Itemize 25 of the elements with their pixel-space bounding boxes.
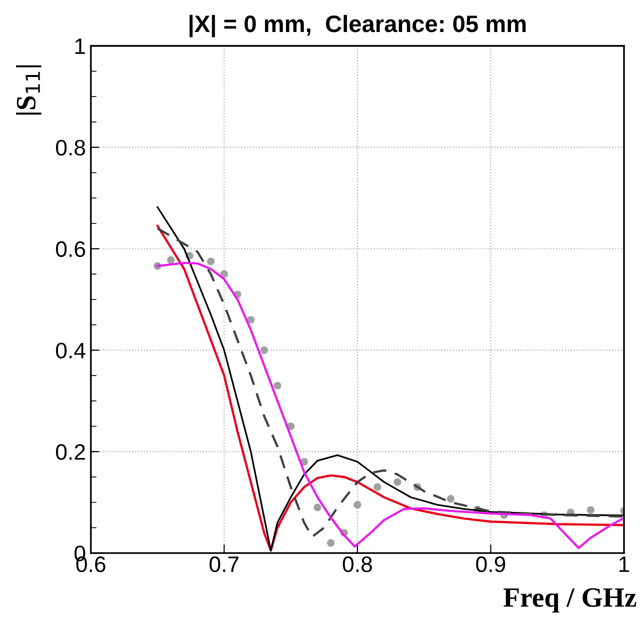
y-tick-label: 0.4 <box>56 342 86 358</box>
point <box>354 501 362 509</box>
point <box>207 258 215 266</box>
point <box>167 256 175 264</box>
y-axis-title: |S$_{11}$| <box>16 65 42 115</box>
x-tick-label: 0.8 <box>342 556 372 572</box>
x-tick-label: 0.7 <box>210 556 238 572</box>
chart-title: |X| = 0 mm, Clearance: 05 mm <box>190 14 526 38</box>
point <box>446 494 455 503</box>
point <box>326 539 335 547</box>
point <box>274 382 282 390</box>
point <box>247 316 255 324</box>
y-tick-label: 0.8 <box>56 140 86 156</box>
point <box>374 483 382 491</box>
y-tick-label: 0.2 <box>56 444 85 460</box>
y-tick-label: 1 <box>75 38 85 54</box>
point <box>394 478 402 486</box>
point <box>586 506 594 514</box>
x-tick-label: 0.9 <box>476 556 506 572</box>
x-tick-label: 1 <box>620 556 630 572</box>
point <box>220 270 228 278</box>
y-tick-label: 0.6 <box>56 241 86 258</box>
point <box>314 504 322 512</box>
x-axis-title: Freq / GHz <box>504 588 636 613</box>
point <box>260 346 268 354</box>
